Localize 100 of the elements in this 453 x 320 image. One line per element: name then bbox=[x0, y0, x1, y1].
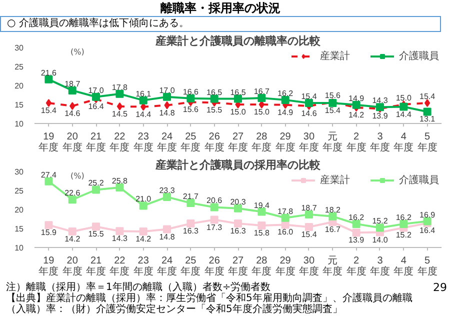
data-label: 15.0 bbox=[396, 94, 412, 102]
data-label: 21.7 bbox=[182, 192, 200, 202]
x-tick-label: 元年度 bbox=[322, 256, 343, 278]
data-label: 13.9 bbox=[372, 112, 388, 121]
point bbox=[164, 101, 170, 110]
data-label: 16.4 bbox=[420, 226, 436, 236]
point bbox=[186, 199, 195, 208]
point bbox=[68, 196, 76, 204]
data-label: 14.4 bbox=[396, 110, 412, 119]
data-label: 15.4 bbox=[324, 106, 341, 115]
y-tick-label: 15 bbox=[14, 100, 24, 110]
x-tick-label: 3年度 bbox=[370, 132, 390, 154]
y-tick-label: 30 bbox=[14, 44, 24, 52]
y-tick-label: 25 bbox=[14, 62, 24, 72]
x-tick-label: 26年度 bbox=[204, 256, 224, 278]
data-label: 16.2 bbox=[278, 88, 294, 98]
data-label: 17.0 bbox=[159, 86, 176, 95]
data-label: 15.6 bbox=[324, 91, 341, 100]
x-tick-label: 19年度 bbox=[38, 256, 59, 278]
x-tick-label: 26年度 bbox=[204, 132, 224, 154]
data-label: 16.1 bbox=[136, 89, 152, 98]
data-label: 14.4 bbox=[136, 110, 152, 119]
data-label: 17.8 bbox=[278, 206, 294, 216]
data-label: 15.9 bbox=[40, 228, 58, 238]
point bbox=[210, 203, 218, 212]
chart-title: 産業計と介護職員の採用率の比較 bbox=[154, 158, 322, 172]
x-tick-label: 2年度 bbox=[346, 132, 366, 154]
y-tick-label: 15 bbox=[14, 224, 24, 234]
x-tick-label: 4年度 bbox=[394, 132, 414, 154]
x-tick-label: 5年度 bbox=[417, 256, 438, 278]
data-label: 15.8 bbox=[254, 228, 270, 238]
data-label: 16.0 bbox=[278, 228, 294, 237]
data-label: 15.5 bbox=[88, 230, 104, 239]
data-label: 19.4 bbox=[254, 200, 270, 210]
data-label: 14.5 bbox=[112, 109, 128, 118]
y-tick-label: 20 bbox=[14, 82, 24, 90]
y-tick-label: 20 bbox=[14, 206, 24, 214]
x-tick-label: 2年度 bbox=[346, 256, 366, 278]
data-label: 17.0 bbox=[88, 86, 104, 95]
x-tick-label: 24年度 bbox=[157, 256, 178, 278]
point bbox=[258, 221, 266, 230]
data-label: 25.8 bbox=[112, 176, 128, 186]
data-label: 23.3 bbox=[159, 186, 176, 195]
data-label: 21.6 bbox=[40, 68, 58, 78]
data-label: 16.5 bbox=[230, 88, 246, 97]
data-label: 14.8 bbox=[159, 232, 176, 242]
data-label: 15.0 bbox=[230, 108, 246, 116]
text: 【出典】産業計の離職（採用）率：厚生労働省「令和5年雇用動向調査」、介護職員の離職（入職）率：（財）介護労働安定センター「令和5年度介護労働実態調査」 bbox=[6, 293, 414, 315]
data-label: 14.2 bbox=[64, 234, 81, 244]
point bbox=[304, 222, 313, 231]
x-tick-label: 24年度 bbox=[157, 132, 178, 154]
data-label: 18.7 bbox=[64, 79, 81, 88]
data-label: 27.4 bbox=[40, 170, 58, 180]
data-label: 15.4 bbox=[420, 92, 436, 101]
data-label: 14.9 bbox=[348, 94, 365, 103]
data-label: 15.2 bbox=[396, 230, 412, 240]
point bbox=[258, 94, 266, 102]
x-tick-label: 21年度 bbox=[86, 256, 106, 278]
data-label: 25.2 bbox=[88, 178, 104, 188]
point bbox=[44, 177, 53, 186]
y-tick-label: 30 bbox=[14, 168, 24, 176]
point bbox=[139, 228, 148, 236]
data-label: 14.6 bbox=[64, 109, 81, 118]
x-tick-label: 20年度 bbox=[62, 132, 82, 154]
y-tick-label: 10 bbox=[14, 244, 24, 252]
point bbox=[68, 228, 76, 236]
data-label: 16.4 bbox=[88, 102, 104, 112]
data-label: 15.6 bbox=[182, 105, 200, 114]
point bbox=[210, 216, 218, 224]
y-axis-title: (%) bbox=[70, 172, 84, 180]
data-label: 16.7 bbox=[254, 87, 270, 96]
x-tick-label: 30年度 bbox=[298, 132, 319, 154]
data-label: 14.6 bbox=[301, 109, 318, 118]
data-label: 14.2 bbox=[136, 234, 152, 244]
y-axis-title: (%) bbox=[70, 48, 84, 56]
x-tick-label: 30年度 bbox=[298, 256, 319, 278]
data-label: 14.3 bbox=[372, 96, 388, 106]
data-label: 15.4 bbox=[301, 230, 318, 239]
data-label: 16.3 bbox=[182, 226, 200, 236]
x-tick-label: 19年度 bbox=[38, 132, 59, 154]
x-tick-label: 20年度 bbox=[62, 256, 82, 278]
data-label: 16.2 bbox=[396, 212, 412, 222]
data-label: 14.2 bbox=[348, 110, 365, 120]
point bbox=[46, 98, 52, 107]
x-tick-label: 27年度 bbox=[228, 256, 248, 278]
data-label: 15.0 bbox=[254, 108, 270, 116]
x-tick-label: 29年度 bbox=[275, 132, 296, 154]
x-tick-label: 5年度 bbox=[417, 132, 438, 154]
data-label: 16.5 bbox=[206, 88, 223, 97]
point bbox=[116, 227, 124, 236]
data-label: 20.3 bbox=[230, 197, 246, 206]
text: 29 bbox=[432, 281, 447, 294]
x-tick-label: 元年度 bbox=[322, 132, 343, 154]
data-label: 13.9 bbox=[348, 236, 365, 245]
data-label: 17.3 bbox=[206, 222, 223, 232]
x-tick-label: 23年度 bbox=[133, 132, 154, 154]
legend-label: 産業計 bbox=[320, 50, 350, 63]
point bbox=[376, 224, 384, 232]
data-label: 14.9 bbox=[278, 108, 294, 117]
data-label: 17.8 bbox=[112, 82, 128, 92]
